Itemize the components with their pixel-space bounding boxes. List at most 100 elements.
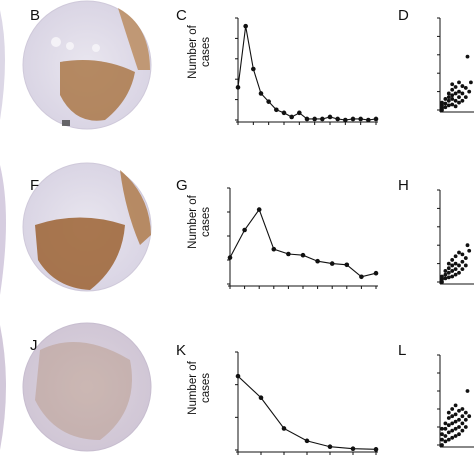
chart-k: K Number ofcases [176, 342, 379, 455]
scatter-point [443, 101, 448, 106]
panel-a-edge-tissue [0, 10, 5, 120]
series-line [237, 375, 377, 450]
scatter-point [450, 274, 455, 279]
scatter-point [450, 102, 455, 107]
scatter-point [446, 275, 451, 280]
scatter-point [450, 258, 455, 262]
stained-region-f-right [120, 170, 151, 245]
scatter-point [457, 425, 461, 429]
data-point [258, 395, 264, 401]
chart-g: G Number ofcases [176, 177, 379, 289]
data-point [344, 262, 350, 268]
scatter-point [446, 91, 451, 96]
scatter-point [453, 98, 458, 103]
data-point [297, 110, 302, 116]
data-point [366, 117, 371, 123]
scatter-point [453, 272, 458, 277]
data-point [227, 255, 233, 260]
scatter-point [469, 80, 473, 85]
scatter-point [457, 250, 461, 255]
series-line [229, 208, 377, 278]
scatter-point [463, 425, 468, 429]
scatter-point [440, 100, 444, 105]
scatter-point [463, 410, 468, 415]
scatter-point [457, 89, 461, 94]
data-point [274, 107, 279, 113]
panel-letter-l: L [398, 342, 406, 359]
scatter-point [460, 421, 465, 426]
scatter-point [443, 272, 448, 277]
scatter-point [460, 259, 465, 264]
scatter-point [450, 421, 455, 426]
scatter-point [463, 263, 468, 268]
scatter-point [453, 104, 458, 109]
scatter-point [440, 277, 444, 282]
scatter-point [467, 414, 472, 419]
data-point [315, 258, 320, 264]
scatter-point [460, 98, 465, 103]
panel-letter-d: D [398, 7, 409, 24]
scatter-point [463, 86, 468, 90]
data-point [350, 116, 356, 122]
scatter-point [453, 434, 458, 438]
scatter-point [443, 276, 448, 281]
data-point [304, 438, 310, 444]
data-point [304, 116, 310, 122]
y-axis-label: Number ofcases [187, 24, 212, 78]
scatter-point [440, 280, 444, 284]
scatter-point [443, 439, 448, 444]
scatter-point [443, 421, 448, 426]
vacuole [66, 42, 74, 50]
scatter-point [443, 269, 448, 273]
panel-f-tissue-image: F [0, 162, 152, 295]
scatter-point [446, 410, 451, 415]
data-point [350, 446, 356, 451]
scatter-point [450, 414, 455, 419]
data-point [327, 444, 333, 450]
scatter-point [446, 266, 451, 271]
panel-letter-b: B [30, 7, 40, 24]
scatter-point [463, 417, 468, 422]
vacuole [92, 44, 100, 52]
scatter-point [453, 267, 458, 272]
scatter-point [450, 407, 455, 411]
panel-b-tissue-image: B [0, 0, 152, 130]
data-point [258, 91, 264, 96]
data-point [373, 447, 379, 452]
data-point [256, 207, 262, 212]
scatter-point [457, 432, 461, 437]
scatter-point [450, 93, 455, 98]
data-point [235, 373, 241, 379]
scatter-point [446, 98, 451, 103]
scatter-point [450, 97, 455, 101]
scatter-point [446, 95, 451, 100]
data-point [373, 270, 379, 276]
scatter-point [450, 82, 455, 87]
tissue-core-j [22, 322, 152, 452]
scatter-point [446, 270, 451, 275]
panel-j-tissue-image: J [0, 322, 152, 452]
scatter-point [443, 105, 448, 110]
scatter-point [460, 91, 465, 96]
scatter-point [446, 423, 451, 428]
scatter-point [457, 100, 461, 105]
scatter-point [467, 89, 472, 94]
scatter-point [453, 412, 458, 417]
scatter-point [460, 407, 465, 411]
scatter-point [450, 269, 455, 273]
data-point [251, 66, 256, 72]
data-point [281, 426, 287, 431]
scatter-point [465, 389, 470, 393]
data-point [243, 23, 248, 29]
scatter-point [450, 263, 455, 268]
chart-c: C Number ofcases [176, 7, 379, 125]
scatter-point [443, 434, 448, 438]
scatter-point [463, 256, 468, 260]
scatter-point [440, 443, 444, 447]
scatter-point [446, 416, 451, 420]
scatter-point [440, 432, 444, 437]
scatter-point [443, 426, 448, 431]
scatter-point [450, 87, 455, 92]
scatter-point [457, 263, 461, 268]
scatter-point [453, 426, 458, 431]
